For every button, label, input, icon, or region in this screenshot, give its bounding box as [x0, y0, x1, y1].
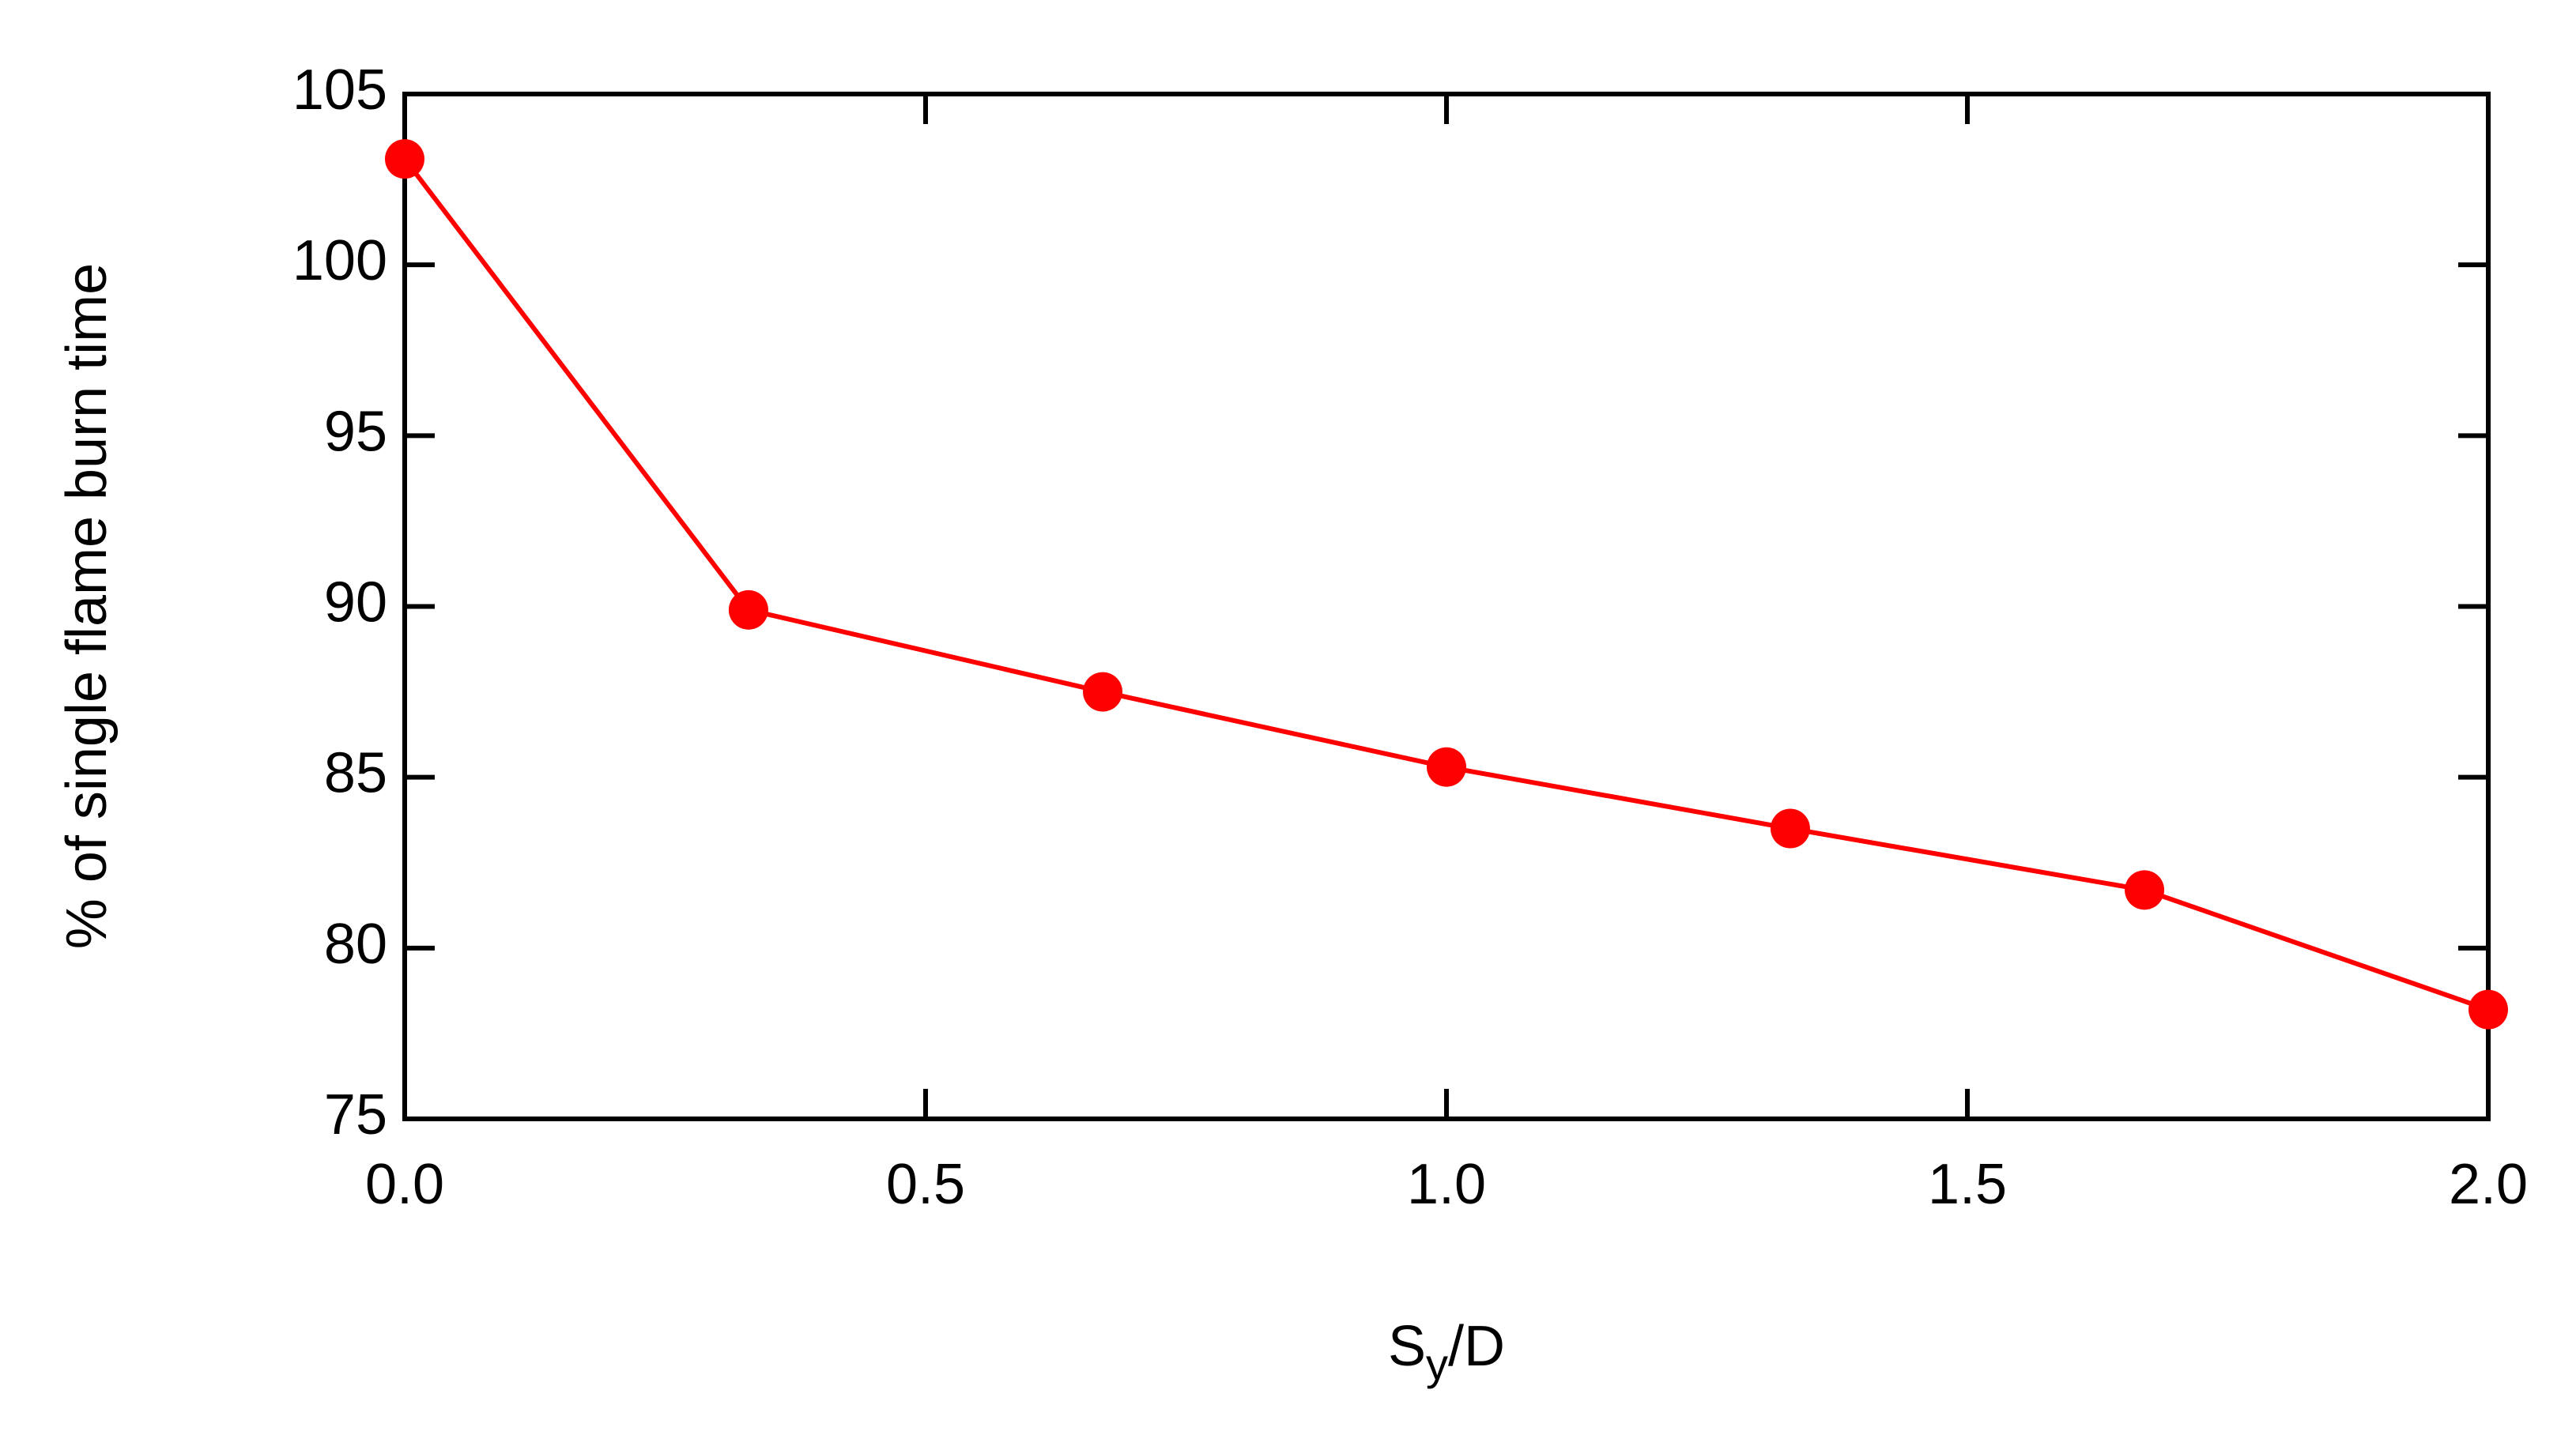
y-tick-label: 95 [324, 400, 387, 463]
x-tick-label: 2.0 [2449, 1153, 2528, 1216]
data-point [728, 589, 768, 630]
x-tick-label: 1.0 [1407, 1153, 1486, 1216]
y-axis-label: % of single flame burn time [55, 263, 119, 949]
x-axis-label-subscript: y [1426, 1339, 1448, 1389]
y-tick-label: 90 [324, 571, 387, 635]
data-point [1770, 808, 1810, 849]
y-tick-label: 75 [324, 1083, 387, 1147]
data-point [2469, 989, 2508, 1030]
y-tick-label: 105 [292, 58, 387, 122]
x-axis-label-rest: /D [1448, 1315, 1505, 1378]
x-axis-label-main: S [1388, 1315, 1426, 1378]
data-point [2125, 870, 2165, 910]
y-tick-label: 80 [324, 913, 387, 976]
x-tick-label: 1.5 [1928, 1153, 2007, 1216]
plot-frame [402, 92, 2491, 1121]
data-point [385, 139, 424, 179]
y-tick-label: 100 [292, 229, 387, 292]
x-axis-label: Sy/D [1388, 1315, 1505, 1389]
y-tick-label: 85 [324, 742, 387, 805]
x-tick-label: 0.5 [886, 1153, 965, 1216]
series-line [402, 157, 2489, 1012]
x-tick-label: 0.0 [365, 1153, 444, 1216]
data-point [1427, 747, 1466, 787]
data-point [1083, 672, 1123, 712]
